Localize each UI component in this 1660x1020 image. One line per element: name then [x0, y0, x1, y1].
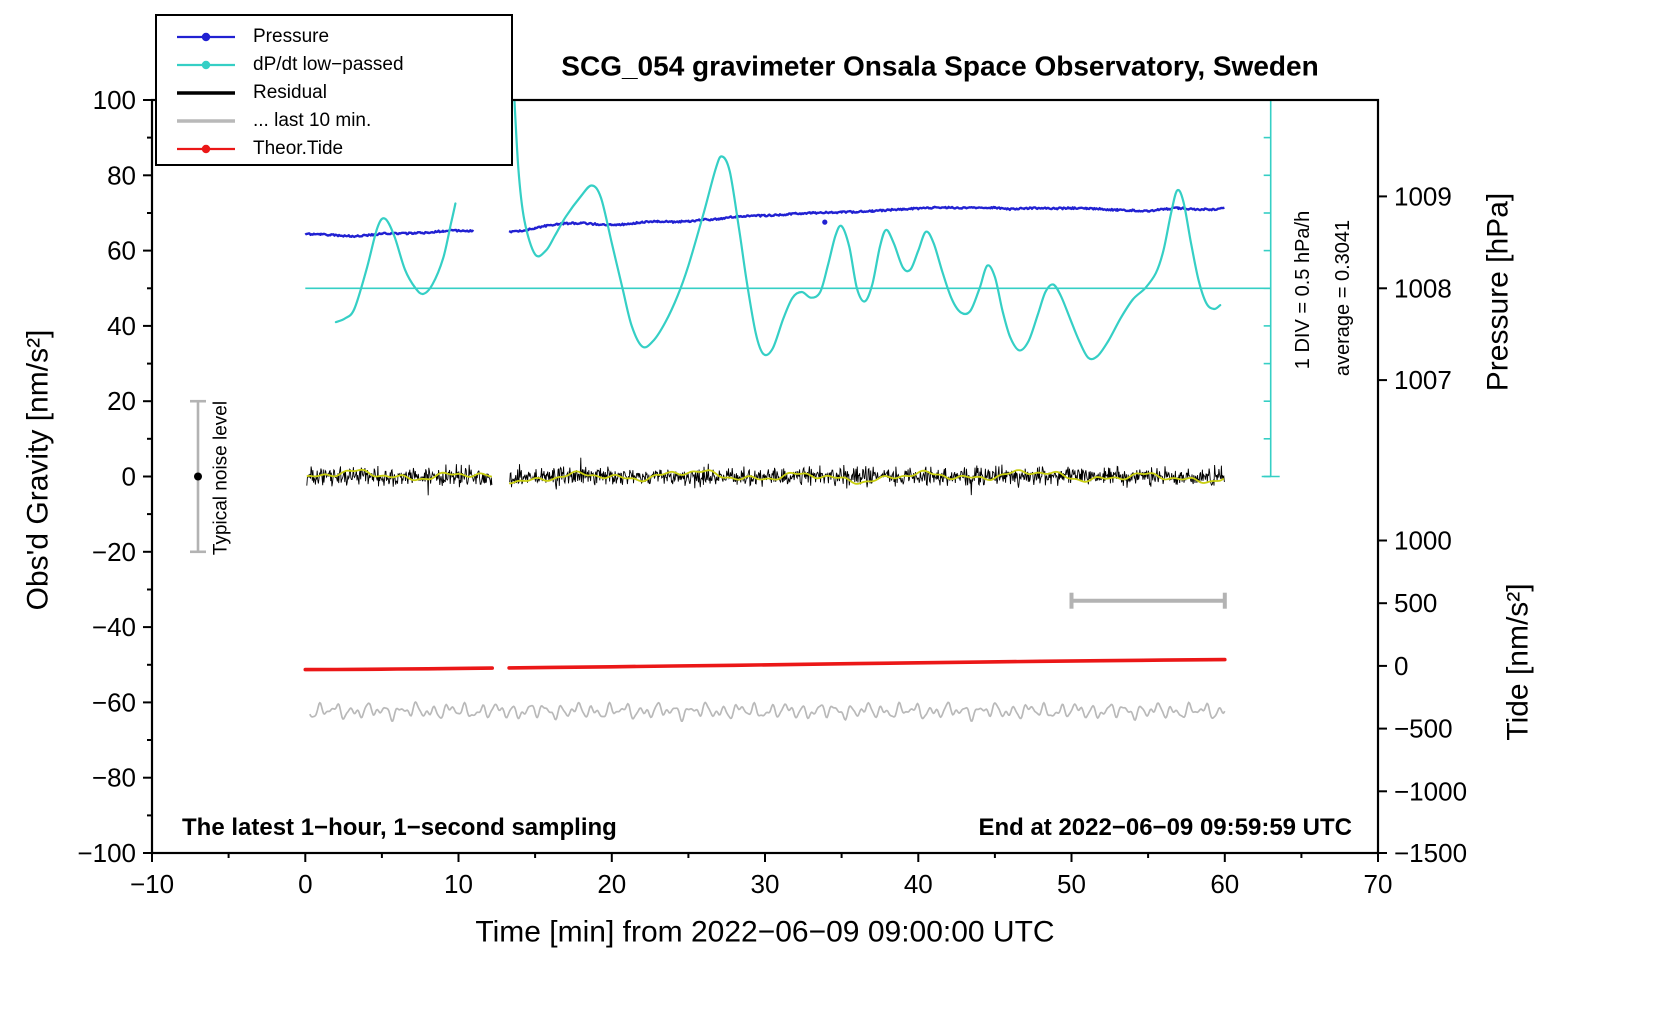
chart-title: SCG_054 gravimeter Onsala Space Observat… — [561, 50, 1319, 82]
legend-swatch-line — [177, 144, 235, 154]
tick-label-layer: −10 0 10 20 30 40 50 60 70−100−80−60−40−20020406… — [77, 85, 1467, 899]
legend-item-theor-tide: Theor.Tide — [171, 135, 511, 163]
div-scale-note: 1 DIV = 0.5 hPa/h — [1292, 210, 1314, 370]
pressure-swatch — [171, 26, 241, 48]
legend-label: dP/dt low−passed — [253, 54, 404, 75]
legend-label: Pressure — [253, 26, 330, 47]
series-residual — [509, 457, 1225, 496]
y-axis-label-tide: Tide [nm/s²] — [1501, 583, 1535, 741]
legend-item-dpdt: dP/dt low−passed — [171, 51, 511, 79]
gravity-tick-label: 40 — [107, 311, 136, 341]
legend-item-last10: ... last 10 min. — [171, 107, 511, 135]
x-tick-label: 60 — [1210, 869, 1239, 899]
last10-range-bar — [1069, 592, 1227, 609]
residual-swatch — [171, 82, 241, 104]
legend-label: Theor.Tide — [253, 138, 344, 159]
gravity-tick-label: −80 — [92, 763, 136, 793]
noise-level-label: Typical noise level — [210, 400, 232, 556]
end-time-note: End at 2022−06−09 09:59:59 UTC — [978, 814, 1352, 841]
x-tick-label: −10 — [130, 869, 174, 899]
series-theor-tide — [303, 666, 494, 672]
x-tick-label: 30 — [751, 869, 780, 899]
legend-label: Residual — [253, 82, 327, 103]
tide-tick-label: −1500 — [1394, 838, 1467, 868]
pressure-tick-label: 1007 — [1394, 365, 1452, 395]
gravity-tick-label: −60 — [92, 687, 136, 717]
sampling-note: The latest 1−hour, 1−second sampling — [182, 814, 617, 841]
legend-swatch-line — [177, 32, 235, 42]
series-residual — [306, 464, 493, 496]
legend-swatch-line — [177, 119, 235, 123]
tide-tick-label: −1000 — [1394, 776, 1467, 806]
pressure-outlier-dot — [822, 219, 828, 225]
series-dpdt — [334, 202, 457, 324]
series-layer — [190, 100, 1280, 723]
x-tick-label: 50 — [1057, 869, 1086, 899]
gravity-tick-label: 60 — [107, 236, 136, 266]
dpdt-scale-axis — [1261, 100, 1280, 478]
series-pressure — [508, 205, 1225, 234]
gravity-tick-label: −40 — [92, 612, 136, 642]
gravity-tick-label: 80 — [107, 160, 136, 190]
plot-frame-group — [143, 98, 1387, 862]
noise-bar-dot — [194, 472, 202, 481]
x-axis-label: Time [min] from 2022−06−09 09:00:00 UTC — [475, 915, 1055, 949]
legend: Pressure dP/dt low−passed Residual ... l… — [155, 14, 513, 166]
average-note: average = 0.3041 — [1332, 219, 1354, 377]
y-axis-label-gravity: Obs'd Gravity [nm/s²] — [21, 329, 55, 611]
gravity-tick-label: −100 — [77, 838, 136, 868]
x-tick-label: 0 — [298, 869, 312, 899]
series-dpdt — [513, 100, 1222, 361]
x-tick-label: 70 — [1364, 869, 1393, 899]
dpdt-swatch — [171, 54, 241, 76]
gravity-tick-label: 0 — [122, 462, 136, 492]
legend-label: ... last 10 min. — [253, 110, 372, 131]
tide-tick-label: −500 — [1394, 714, 1453, 744]
gravity-tick-label: −20 — [92, 537, 136, 567]
series-last10 — [309, 701, 1226, 723]
tide-tick-label: 0 — [1394, 651, 1408, 681]
series-pressure — [304, 228, 475, 239]
gravity-tick-label: 100 — [93, 85, 136, 115]
legend-item-pressure: Pressure — [171, 23, 511, 51]
series-theor-tide — [507, 657, 1227, 670]
legend-swatch-line — [177, 91, 235, 95]
y-axis-label-pressure: Pressure [hPa] — [1481, 192, 1515, 392]
series-residual-lowpass — [306, 468, 492, 482]
tide-tick-label: 1000 — [1394, 526, 1452, 556]
x-tick-label: 40 — [904, 869, 933, 899]
last10-swatch — [171, 110, 241, 132]
pressure-tick-label: 1009 — [1394, 181, 1452, 211]
x-tick-label: 10 — [444, 869, 473, 899]
tide-tick-label: 500 — [1394, 588, 1437, 618]
series-residual-lowpass — [509, 469, 1225, 485]
pressure-tick-label: 1008 — [1394, 273, 1452, 303]
legend-item-residual: Residual — [171, 79, 511, 107]
legend-swatch-line — [177, 60, 235, 70]
x-tick-label: 20 — [597, 869, 626, 899]
gravity-tick-label: 20 — [107, 386, 136, 416]
theor-tide-swatch — [171, 138, 241, 160]
axis-ticks — [143, 99, 1387, 862]
